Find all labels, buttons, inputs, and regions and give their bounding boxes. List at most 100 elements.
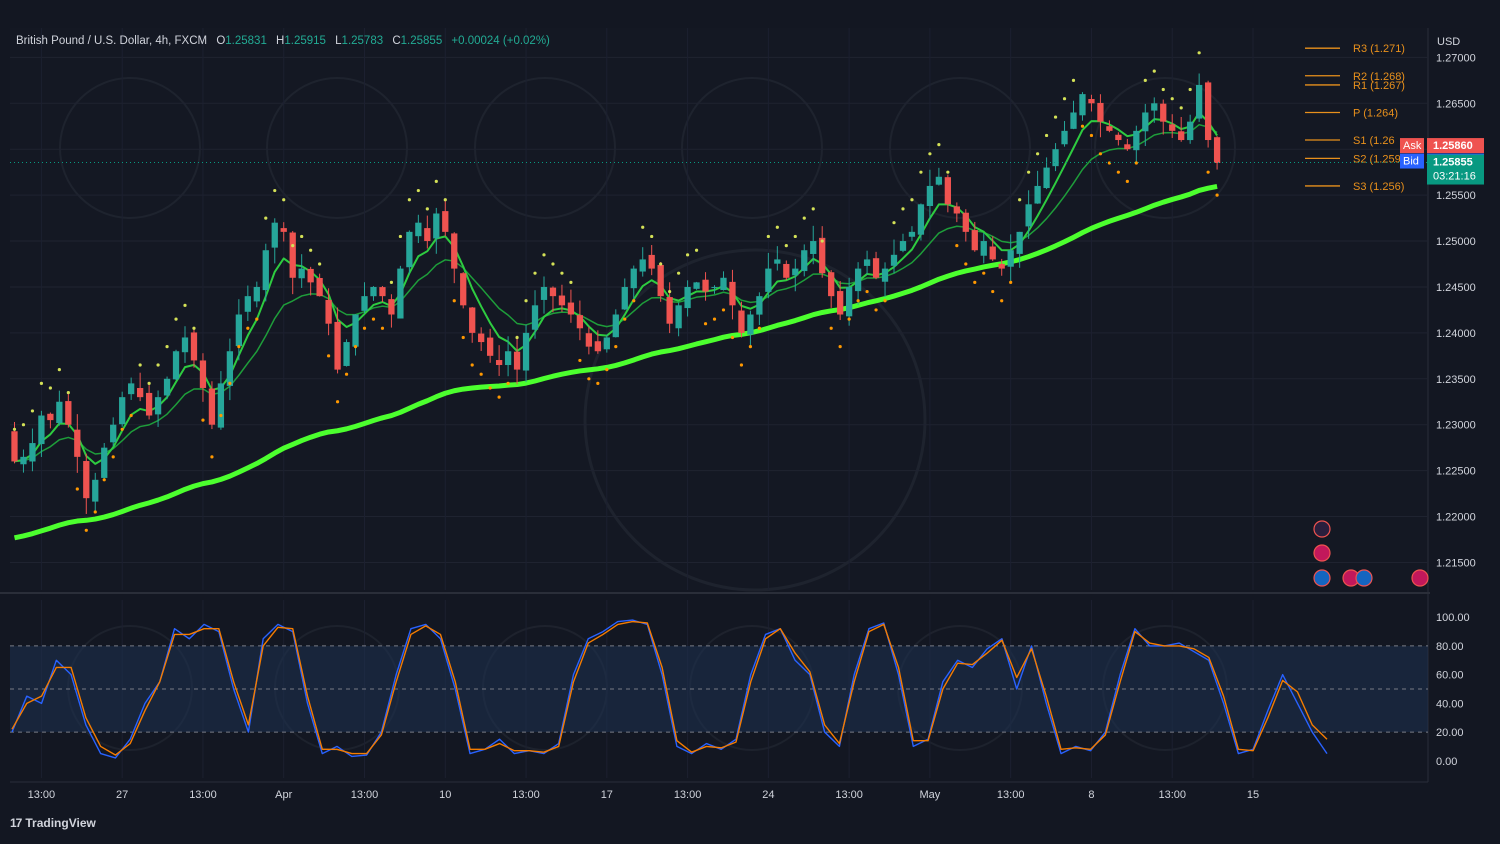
candle-body [917, 204, 925, 235]
candle-body [944, 177, 951, 205]
last-price-bg [1427, 154, 1484, 185]
candle-body [181, 337, 189, 353]
candle-body [765, 268, 772, 292]
pivot-label: S2 (1.259) [1353, 153, 1404, 165]
price-tick-label: 1.24500 [1436, 282, 1476, 294]
psar-dot [282, 198, 286, 202]
tradingview-icon: 17 [10, 816, 22, 830]
psar-dot [461, 335, 465, 340]
time-tick-label: 13:00 [1158, 789, 1186, 801]
candle-body [953, 206, 960, 214]
candle-body [244, 296, 251, 312]
price-tick-label: 1.27000 [1436, 52, 1476, 64]
stoch-k-line [11, 619, 1328, 759]
stoch-tick-label: 80.00 [1436, 641, 1464, 653]
candle-body [379, 287, 386, 297]
candle-body [603, 337, 610, 350]
psar-dot [318, 262, 322, 266]
candle-body [1088, 99, 1095, 104]
stoch-tick-label: 100.00 [1436, 612, 1470, 624]
candle-body [370, 286, 377, 297]
psar-dot [703, 322, 708, 326]
us-flag-icon [1313, 569, 1331, 587]
stoch-tick-label: 20.00 [1436, 727, 1464, 739]
candle-body [65, 401, 72, 425]
candle-body [325, 299, 332, 324]
candle-body [1187, 121, 1194, 141]
psar-dot [955, 244, 959, 248]
uk-flag-icon [1411, 569, 1429, 587]
tradingview-logo[interactable]: 17 TradingView [10, 816, 96, 830]
psar-dot [1089, 133, 1094, 138]
candle-body [971, 230, 978, 251]
psar-dot [910, 198, 914, 202]
psar-dot [138, 363, 142, 367]
psar-dot [398, 234, 402, 239]
psar-dot [524, 299, 528, 303]
candle-body [163, 378, 171, 396]
candle-body [487, 337, 494, 356]
psar-dot [847, 317, 851, 321]
psar-dot [1143, 78, 1147, 82]
time-tick-label: 13:00 [189, 789, 217, 801]
candle-body [424, 228, 431, 242]
candle-body [1213, 137, 1221, 163]
candle-body [1070, 112, 1077, 129]
psar-dot [677, 271, 681, 275]
candle-body [657, 264, 664, 297]
price-tick-label: 1.25500 [1436, 190, 1476, 202]
watermark-circle [266, 77, 408, 219]
psar-dot [75, 487, 79, 491]
candle-body [1115, 134, 1122, 141]
candle-body [962, 212, 969, 232]
psar-dot [371, 317, 376, 321]
stoch-band [10, 645, 1428, 733]
candle-body [639, 259, 646, 272]
pivot-label: S1 (1.26 [1353, 135, 1395, 147]
psar-dot [488, 386, 492, 390]
candle-body [253, 286, 260, 302]
price-tick-label: 1.26500 [1436, 98, 1476, 110]
psar-dot [829, 326, 833, 330]
ask-label-bg [1400, 138, 1424, 154]
stoch-d-line [11, 620, 1328, 756]
psar-dot [506, 381, 510, 385]
time-tick-label: 24 [762, 789, 774, 801]
psar-dot [147, 381, 151, 385]
psar-dot [712, 317, 717, 321]
candle-body [101, 447, 108, 478]
psar-dot [748, 345, 753, 349]
candle-body [460, 273, 467, 306]
pivot-label: S3 (1.256) [1353, 181, 1404, 193]
psar-dot [668, 289, 672, 294]
candle-body [504, 351, 512, 366]
candle-body [908, 231, 916, 237]
psar-dot [416, 188, 420, 193]
psar-dot [1098, 152, 1103, 156]
candle-body [989, 246, 996, 260]
symbol-title[interactable]: British Pound / U.S. Dollar, 4h, FXCM [16, 35, 208, 47]
psar-dot [30, 409, 35, 413]
psar-dot [766, 234, 770, 239]
psar-dot [129, 413, 133, 418]
candle-body [11, 431, 18, 462]
candle-body [738, 310, 745, 333]
candle-body [1007, 250, 1014, 267]
candle-body [1079, 94, 1086, 116]
candle-body [567, 302, 575, 315]
psar-dot [84, 528, 88, 532]
candle-body [630, 268, 637, 289]
psar-dot [542, 253, 546, 257]
psar-dot [1188, 87, 1192, 92]
psar-dot [587, 377, 591, 381]
psar-dot [1036, 152, 1040, 156]
candle-body [1142, 112, 1149, 132]
psar-dot [964, 262, 968, 266]
low-value: 1.25783 [341, 35, 384, 47]
candle-body [1097, 102, 1104, 122]
candle-body [774, 259, 781, 264]
psar-dot [685, 253, 690, 257]
psar-dot [641, 225, 645, 229]
psar-dot [820, 239, 824, 243]
